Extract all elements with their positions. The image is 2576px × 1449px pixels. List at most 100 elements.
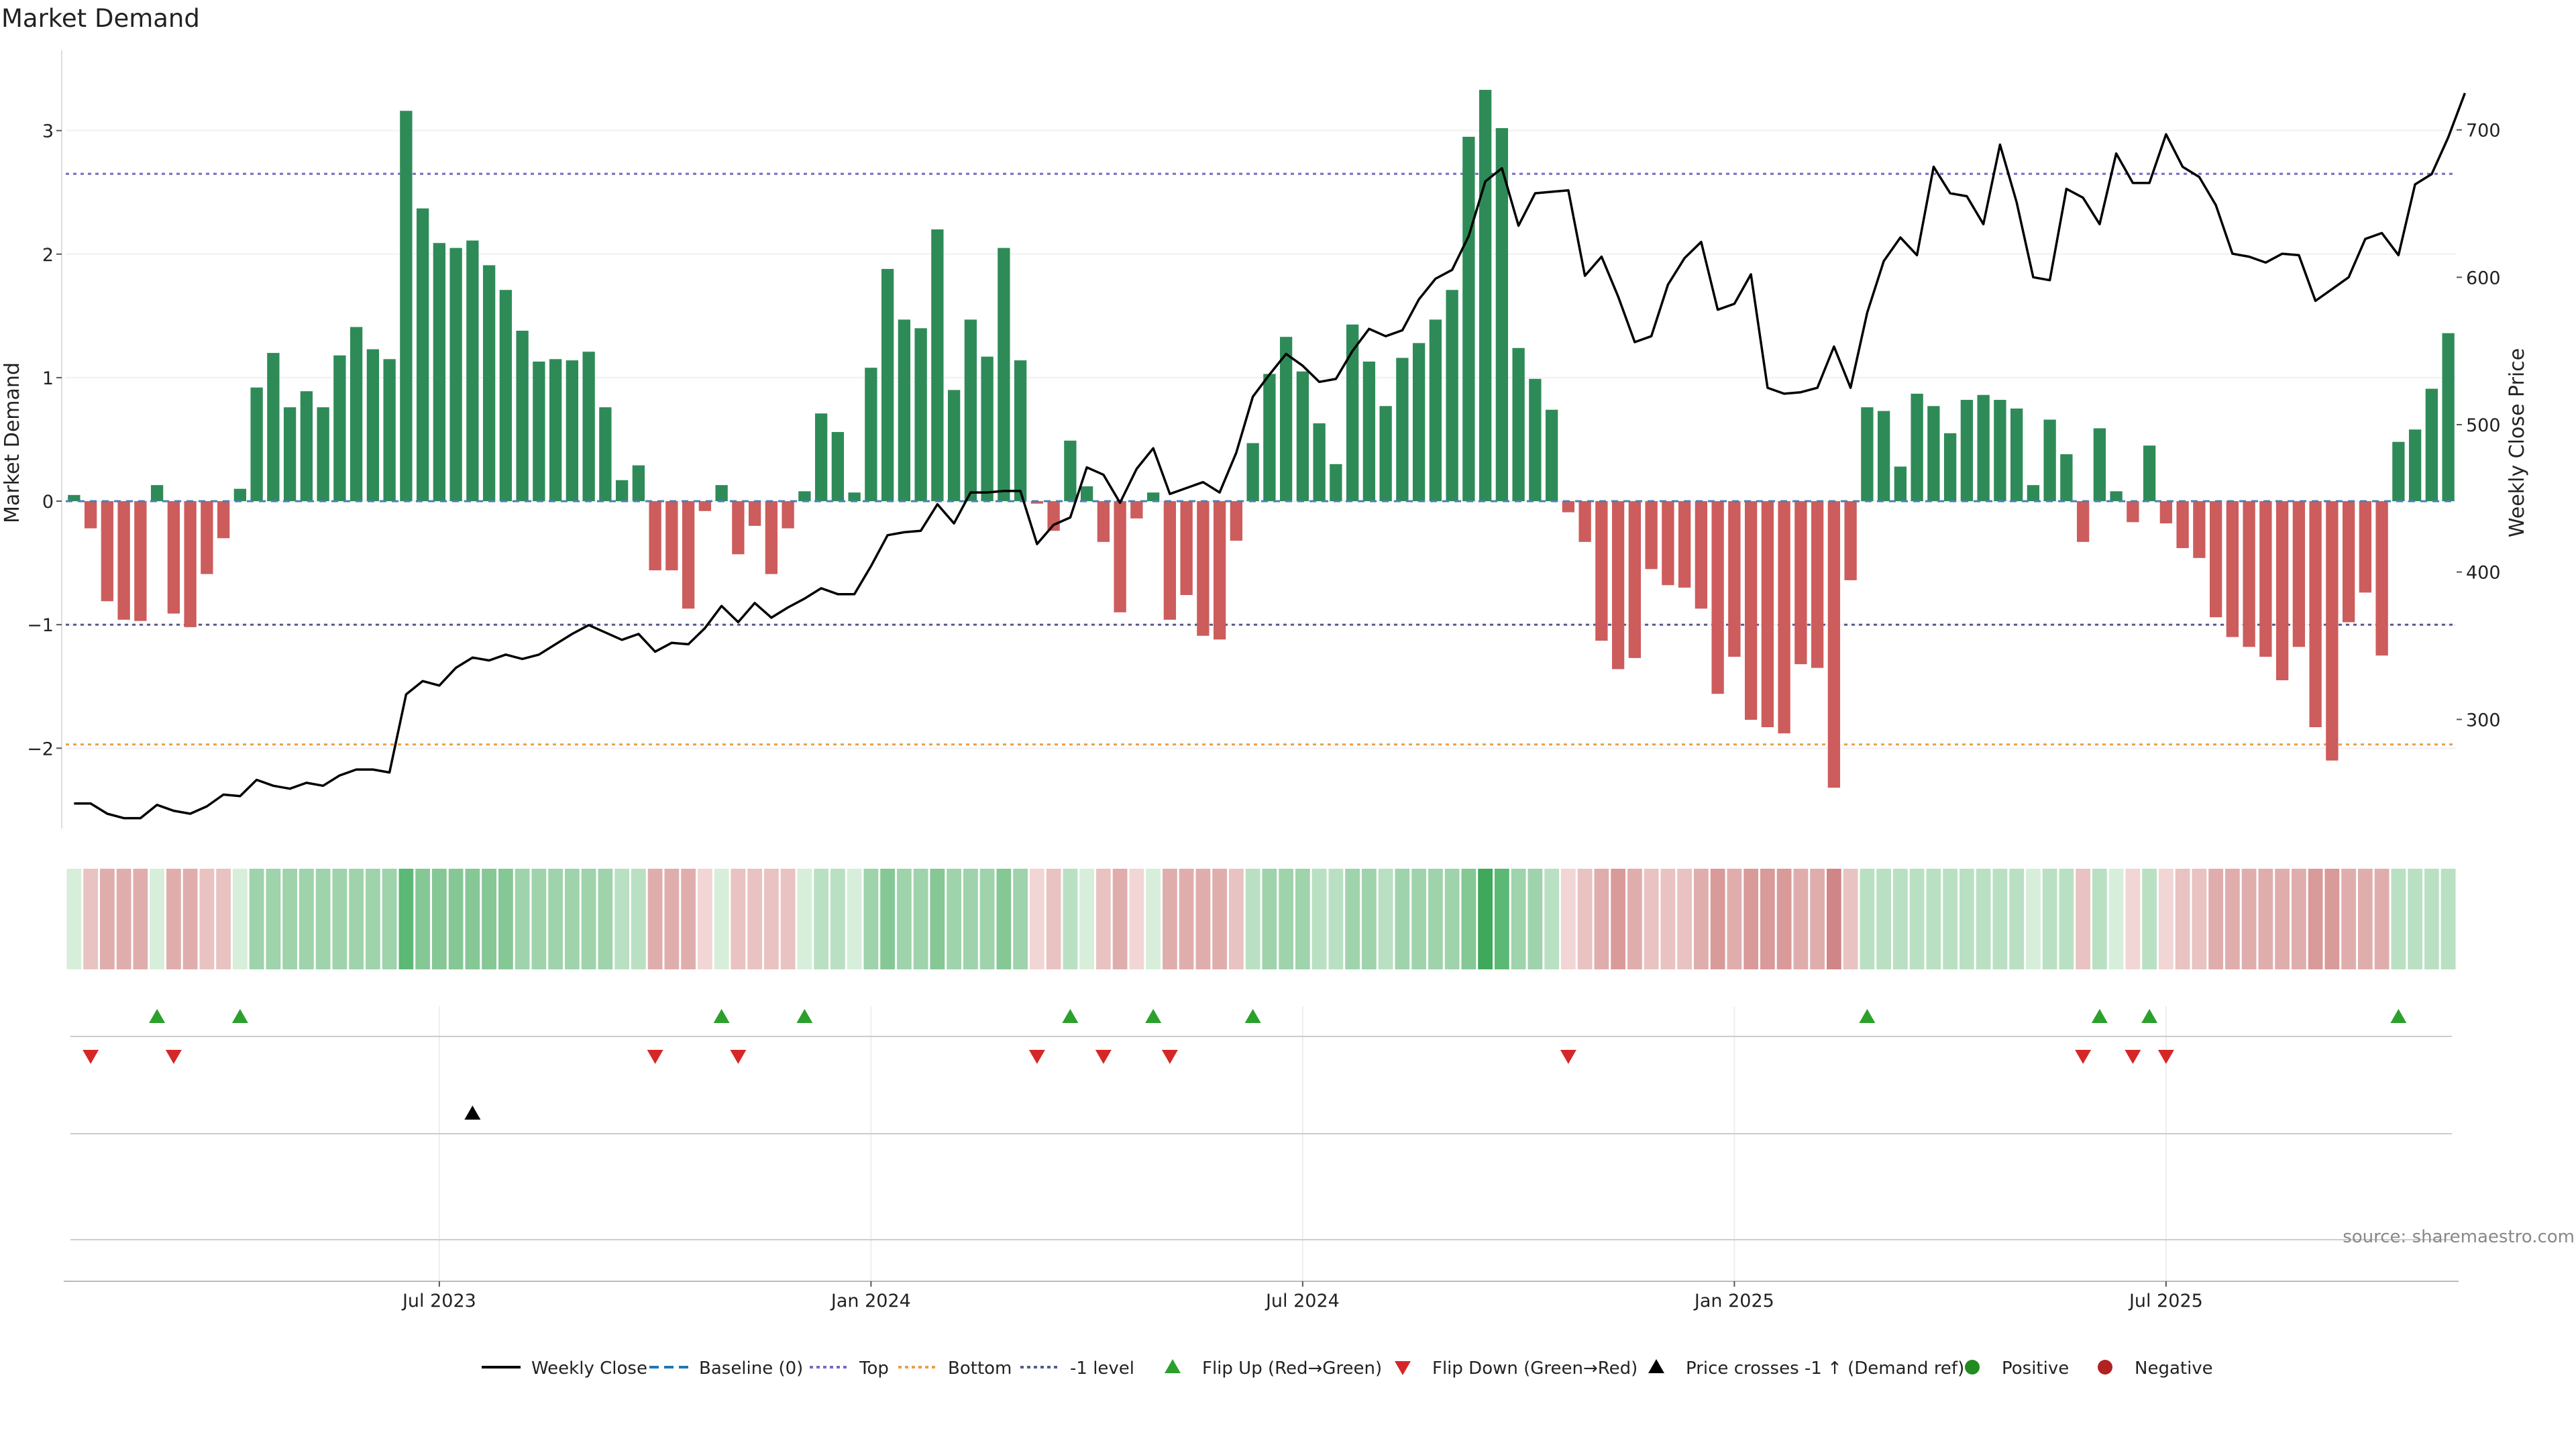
demand-bar-29 [549,359,562,502]
demand-bar-95 [1645,501,1658,570]
heat-cell-38 [697,869,712,969]
heat-cell-100 [1727,869,1742,969]
demand-bar-80 [1396,358,1409,502]
heat-cell-138 [2357,869,2373,969]
demand-bar-46 [831,431,845,502]
legend-item-9-swatch [2098,1360,2112,1375]
demand-bar-99 [1711,501,1724,694]
legend-item-9-label: Negative [2135,1358,2213,1379]
heat-cell-68 [1195,869,1211,969]
left-tick-label-3: 0 [42,492,54,513]
signal-panels: Jul 2023 Jan 2024 Jul 2024 Jan 2025 Jul 2025 [64,1009,2459,1311]
heat-cell-81 [1411,869,1427,969]
legend-item-0: Weekly Close [482,1358,647,1379]
demand-bar-56 [998,248,1010,502]
legend-item-6-swatch [1395,1361,1411,1375]
heat-cell-59 [1046,869,1061,969]
demand-bar-74 [1296,371,1309,502]
heat-cell-46 [830,869,845,969]
heat-cell-99 [1710,869,1725,969]
chart-text: Market Demand Market Demand Weekly Close… [1,4,2575,1247]
demand-bar-122 [2093,428,2106,502]
heat-cell-142 [2424,869,2439,969]
heat-cell-93 [1611,869,1626,969]
heat-cell-116 [1992,869,2008,969]
heat-cell-69 [1212,869,1228,969]
demand-bar-66 [1163,501,1177,620]
demand-bar-105 [1811,501,1824,668]
heat-cell-9 [216,869,231,969]
heat-cell-62 [1095,869,1111,969]
heat-cell-26 [498,869,513,969]
legend-item-7: Price crosses -1 ↑ (Demand ref) [1648,1358,1964,1379]
heat-cell-75 [1311,869,1327,969]
flip-up-marker-9 [2141,1009,2158,1023]
demand-bar-4 [134,501,147,621]
heat-cell-66 [1162,869,1177,969]
demand-bar-93 [1611,501,1625,669]
demand-bar-98 [1695,501,1708,609]
demand-bar-142 [2425,388,2438,502]
heat-cell-86 [1494,869,1509,969]
demand-bar-50 [898,319,911,502]
heat-cell-52 [930,869,945,969]
heat-cell-141 [2408,869,2423,969]
heat-cell-125 [2142,869,2157,969]
right-tick-label-3: 400 [2466,563,2501,584]
price-series [74,93,2467,820]
heat-cell-94 [1627,869,1642,969]
demand-bar-27 [516,330,529,502]
heat-cell-129 [2208,869,2224,969]
legend-item-2: Top [810,1358,889,1379]
heat-cell-108 [1860,869,1875,969]
heat-cell-136 [2324,869,2340,969]
flip-down-marker-7 [1560,1050,1576,1064]
demand-bar-128 [2193,501,2206,558]
heat-cell-10 [232,869,248,969]
demand-bar-21 [416,208,429,502]
left-tick-label-2: 1 [42,368,54,389]
demand-bar-30 [566,360,579,502]
flip-up-marker-10 [2390,1009,2407,1023]
demand-bar-81 [1412,343,1426,502]
heat-cell-35 [647,869,663,969]
heat-cell-89 [1544,869,1560,969]
demand-bar-91 [1578,501,1591,542]
heat-cell-83 [1444,869,1460,969]
heat-cell-42 [763,869,779,969]
demand-bar-118 [2027,485,2040,502]
demand-bar-100 [1728,501,1741,657]
heat-cell-61 [1079,869,1095,969]
heat-cell-103 [1776,869,1792,969]
demand-bar-72 [1263,374,1276,502]
demand-bar-19 [383,359,396,502]
demand-bar-41 [748,501,761,526]
demand-bar-117 [2010,408,2023,502]
demand-bar-125 [2143,445,2156,502]
demand-bar-89 [1545,409,1558,502]
demand-bar-76 [1330,464,1342,502]
demand-bar-35 [649,501,661,571]
heat-cell-47 [847,869,862,969]
legend-item-7-label: Price crosses -1 ↑ (Demand ref) [1686,1358,1964,1379]
heat-cell-131 [2241,869,2257,969]
demand-bar-6 [167,501,180,614]
demand-bar-135 [2309,501,2322,728]
heat-cell-65 [1146,869,1161,969]
demand-bar-68 [1197,501,1210,636]
heat-cell-122 [2092,869,2107,969]
demand-bar-107 [1844,501,1857,580]
heat-cell-79 [1378,869,1393,969]
heat-cell-15 [315,869,331,969]
demand-bar-79 [1379,406,1392,502]
heat-cell-12 [266,869,281,969]
x-tick-label-0: Jul 2023 [401,1291,476,1311]
flip-down-marker-9 [2125,1050,2141,1064]
heat-cell-48 [863,869,879,969]
heat-cell-143 [2440,869,2456,969]
heat-cell-67 [1179,869,1194,969]
heat-cell-127 [2175,869,2190,969]
demand-bar-52 [931,229,944,502]
demand-bar-38 [698,501,712,511]
